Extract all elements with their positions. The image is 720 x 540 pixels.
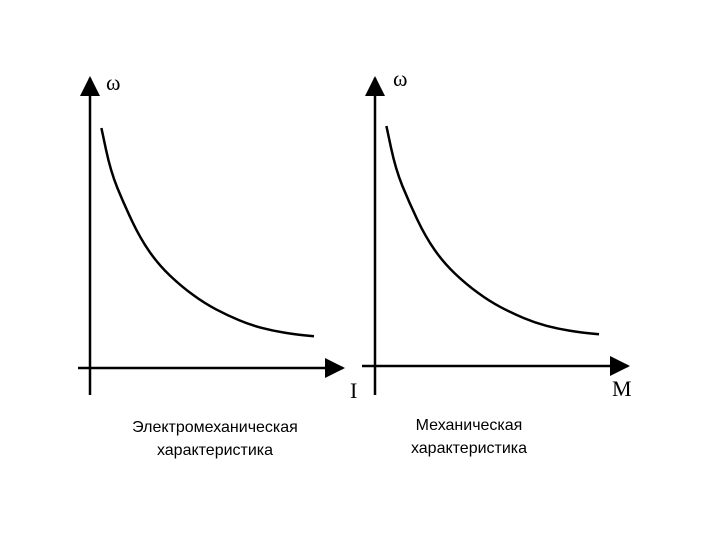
chart-left: ω I Электромеханическая характеристика [78,70,357,459]
series-line-left [100,127,315,338]
caption-right-line-2: характеристика [411,440,527,457]
caption-left-line-1: Электромеханическая [132,419,298,436]
x-axis-label-right: M [612,376,632,401]
y-axis-label-left: ω [106,70,120,95]
chart-right: ω M Механическая характеристика [362,66,632,457]
caption-right-line-1: Механическая [416,417,523,434]
y-axis-label-right: ω [393,66,407,91]
series-line-right [385,125,600,336]
x-axis-label-left: I [350,378,357,403]
caption-left-line-2: характеристика [157,442,273,459]
